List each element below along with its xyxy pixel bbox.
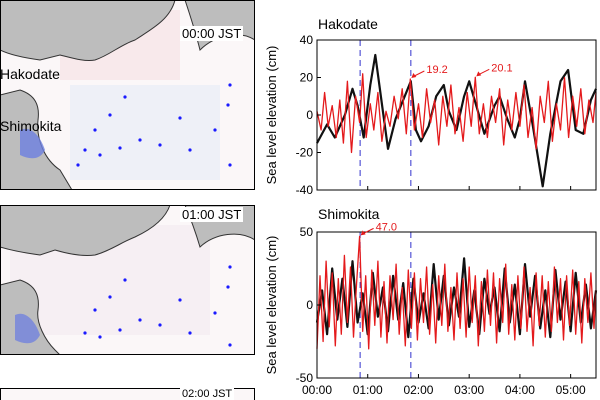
chart-title-hakodate: Hakodate [318, 16, 378, 32]
annotation-label: 47.0 [376, 222, 397, 233]
land-hokkaido [0, 0, 176, 61]
map-time-label: 00:00 JST [180, 26, 244, 41]
chart-title-shimokita: Shimokita [318, 206, 380, 222]
map-time-label: 01:00 JST [180, 207, 244, 222]
marker-points [76, 83, 232, 167]
map-frame [0, 205, 255, 355]
annotation-label: 20.1 [491, 62, 512, 74]
series-line-observed [316, 53, 598, 188]
x-tick-label: 04:00 [505, 383, 535, 397]
y-axis-label: Sea level elevation (cm) [264, 236, 279, 375]
bay-anomaly [15, 313, 40, 344]
series-line-simulated [316, 73, 597, 154]
timeseries-chart-shimokita: -50 0 50 00:00 01:00 02:00 03:00 04:00 05:00 Sea … [264, 222, 598, 397]
x-tick-label: 03:00 [454, 383, 484, 397]
marker-points [83, 265, 232, 347]
annotation-label: 19.2 [426, 64, 447, 76]
timeseries-chart-hakodate: -40 -20 0 20 40 Sea level elevation (cm) 19.2 2… [264, 35, 598, 195]
place-label-hakodate: Hakodate [0, 66, 60, 82]
series-line-observed [315, 257, 598, 339]
y-tick-label: -20 [296, 146, 314, 160]
y-tick-label: 0 [306, 108, 313, 122]
series-line-simulated [316, 235, 597, 350]
anomaly-blue [70, 85, 220, 180]
x-tick-label: 01:00 [353, 383, 383, 397]
land-hokkaido [0, 205, 171, 256]
map-frame [0, 0, 255, 190]
map-time-label: 02:00 JST [180, 388, 235, 400]
y-tick-label: 0 [306, 298, 313, 312]
map-frame [0, 388, 255, 400]
map-panel-0100 [0, 205, 255, 355]
place-label-shimokita: Shimokita [0, 118, 62, 134]
x-tick-label: 00:00 [302, 383, 332, 397]
annotation-arrowhead [360, 230, 366, 236]
y-axis-label: Sea level elevation (cm) [264, 46, 279, 185]
x-tick-label: 02:00 [403, 383, 433, 397]
y-tick-label: -50 [296, 371, 314, 385]
y-tick-label: 20 [300, 71, 314, 85]
y-tick-label: 40 [300, 35, 314, 47]
annotation-arrowhead [411, 73, 417, 78]
y-tick-label: -40 [296, 183, 314, 195]
annotation-arrowhead [476, 71, 482, 77]
x-tick-label: 05:00 [556, 383, 586, 397]
y-tick-label: 50 [300, 225, 314, 239]
bay-anomaly [20, 128, 45, 159]
